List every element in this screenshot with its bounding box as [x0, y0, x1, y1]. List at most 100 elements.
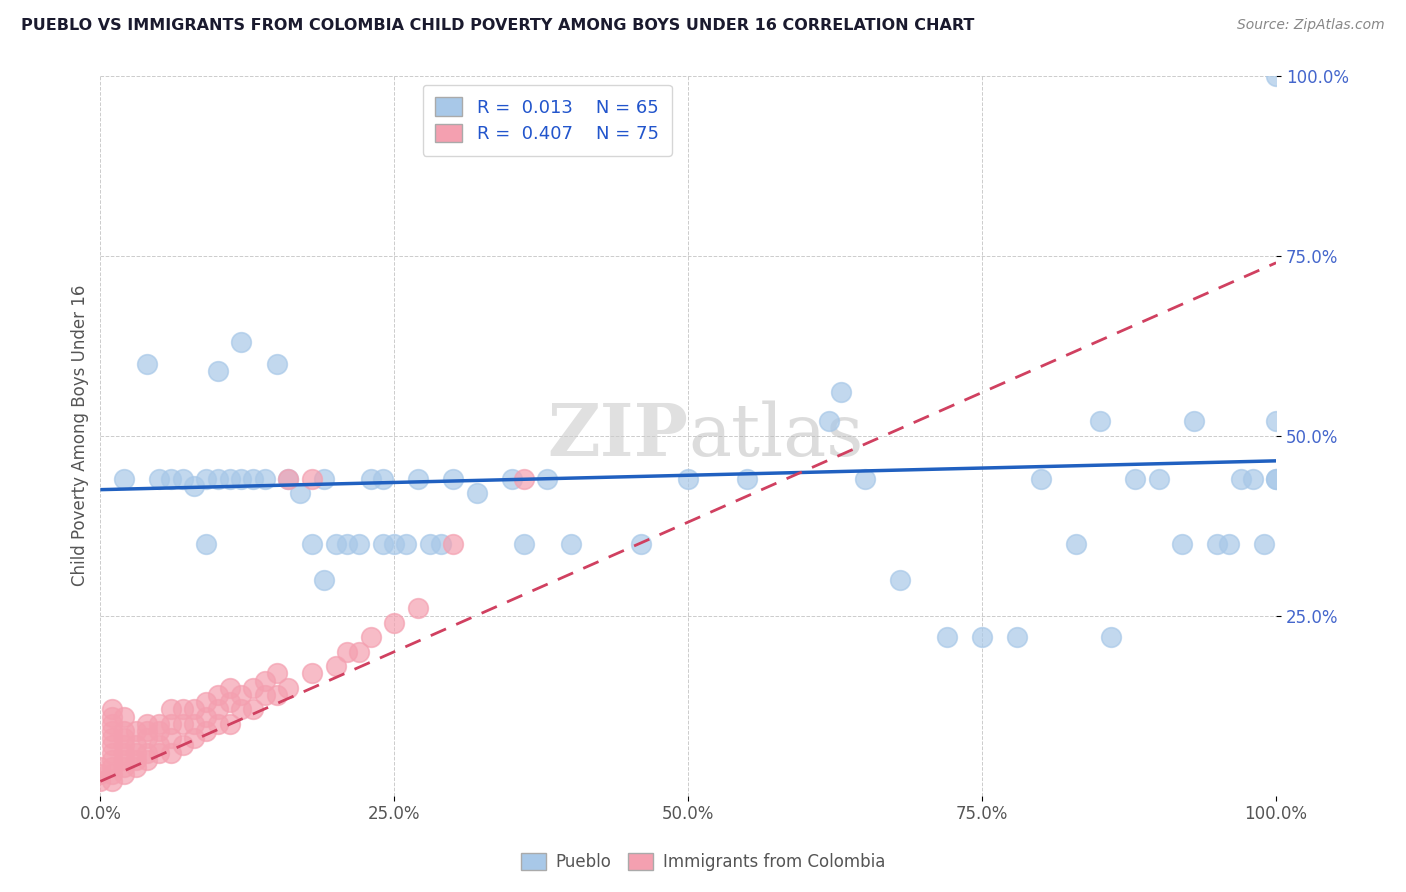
Point	[160, 716, 183, 731]
Point	[336, 645, 359, 659]
Point	[112, 767, 135, 781]
Point	[160, 702, 183, 716]
Point	[676, 472, 699, 486]
Point	[347, 645, 370, 659]
Y-axis label: Child Poverty Among Boys Under 16: Child Poverty Among Boys Under 16	[72, 285, 89, 586]
Point	[1241, 472, 1264, 486]
Point	[148, 723, 170, 738]
Point	[136, 723, 159, 738]
Point	[218, 681, 240, 695]
Point	[312, 472, 335, 486]
Point	[183, 731, 205, 746]
Point	[218, 472, 240, 486]
Point	[406, 601, 429, 615]
Point	[218, 695, 240, 709]
Point	[1171, 537, 1194, 551]
Point	[382, 615, 405, 630]
Point	[183, 716, 205, 731]
Point	[290, 486, 312, 500]
Point	[253, 673, 276, 688]
Point	[101, 709, 124, 723]
Point	[253, 688, 276, 702]
Point	[419, 537, 441, 551]
Point	[1206, 537, 1229, 551]
Point	[231, 334, 253, 349]
Point	[112, 709, 135, 723]
Point	[972, 630, 994, 644]
Point	[371, 472, 394, 486]
Point	[183, 702, 205, 716]
Point	[430, 537, 453, 551]
Point	[242, 681, 264, 695]
Point	[148, 746, 170, 760]
Point	[160, 731, 183, 746]
Point	[231, 688, 253, 702]
Point	[89, 774, 111, 789]
Point	[1007, 630, 1029, 644]
Point	[124, 760, 146, 774]
Point	[360, 472, 382, 486]
Point	[1265, 69, 1288, 83]
Point	[830, 385, 852, 400]
Point	[935, 630, 957, 644]
Point	[1253, 537, 1275, 551]
Point	[735, 472, 758, 486]
Point	[101, 702, 124, 716]
Point	[406, 472, 429, 486]
Point	[124, 739, 146, 753]
Point	[183, 479, 205, 493]
Point	[266, 666, 288, 681]
Point	[1182, 414, 1205, 428]
Point	[207, 688, 229, 702]
Point	[1230, 472, 1253, 486]
Point	[301, 537, 323, 551]
Point	[266, 357, 288, 371]
Point	[207, 364, 229, 378]
Point	[889, 573, 911, 587]
Legend: R =  0.013    N = 65, R =  0.407    N = 75: R = 0.013 N = 65, R = 0.407 N = 75	[423, 85, 672, 156]
Point	[1123, 472, 1146, 486]
Point	[1101, 630, 1123, 644]
Point	[112, 746, 135, 760]
Point	[818, 414, 841, 428]
Point	[512, 472, 534, 486]
Point	[101, 760, 124, 774]
Point	[512, 537, 534, 551]
Point	[136, 716, 159, 731]
Point	[101, 716, 124, 731]
Point	[172, 472, 194, 486]
Point	[301, 666, 323, 681]
Point	[630, 537, 652, 551]
Point	[160, 746, 183, 760]
Point	[441, 537, 464, 551]
Point	[1265, 472, 1288, 486]
Point	[277, 472, 299, 486]
Point	[536, 472, 558, 486]
Point	[207, 472, 229, 486]
Point	[101, 753, 124, 767]
Point	[172, 739, 194, 753]
Legend: Pueblo, Immigrants from Colombia: Pueblo, Immigrants from Colombia	[512, 845, 894, 880]
Point	[266, 688, 288, 702]
Point	[360, 630, 382, 644]
Point	[124, 746, 146, 760]
Point	[277, 681, 299, 695]
Point	[89, 767, 111, 781]
Point	[101, 723, 124, 738]
Point	[112, 731, 135, 746]
Point	[1147, 472, 1170, 486]
Point	[207, 702, 229, 716]
Point	[124, 723, 146, 738]
Point	[112, 723, 135, 738]
Point	[395, 537, 418, 551]
Point	[148, 739, 170, 753]
Point	[1029, 472, 1052, 486]
Point	[89, 760, 111, 774]
Point	[195, 709, 218, 723]
Point	[112, 760, 135, 774]
Point	[124, 753, 146, 767]
Point	[501, 472, 523, 486]
Point	[101, 739, 124, 753]
Point	[277, 472, 299, 486]
Point	[1064, 537, 1087, 551]
